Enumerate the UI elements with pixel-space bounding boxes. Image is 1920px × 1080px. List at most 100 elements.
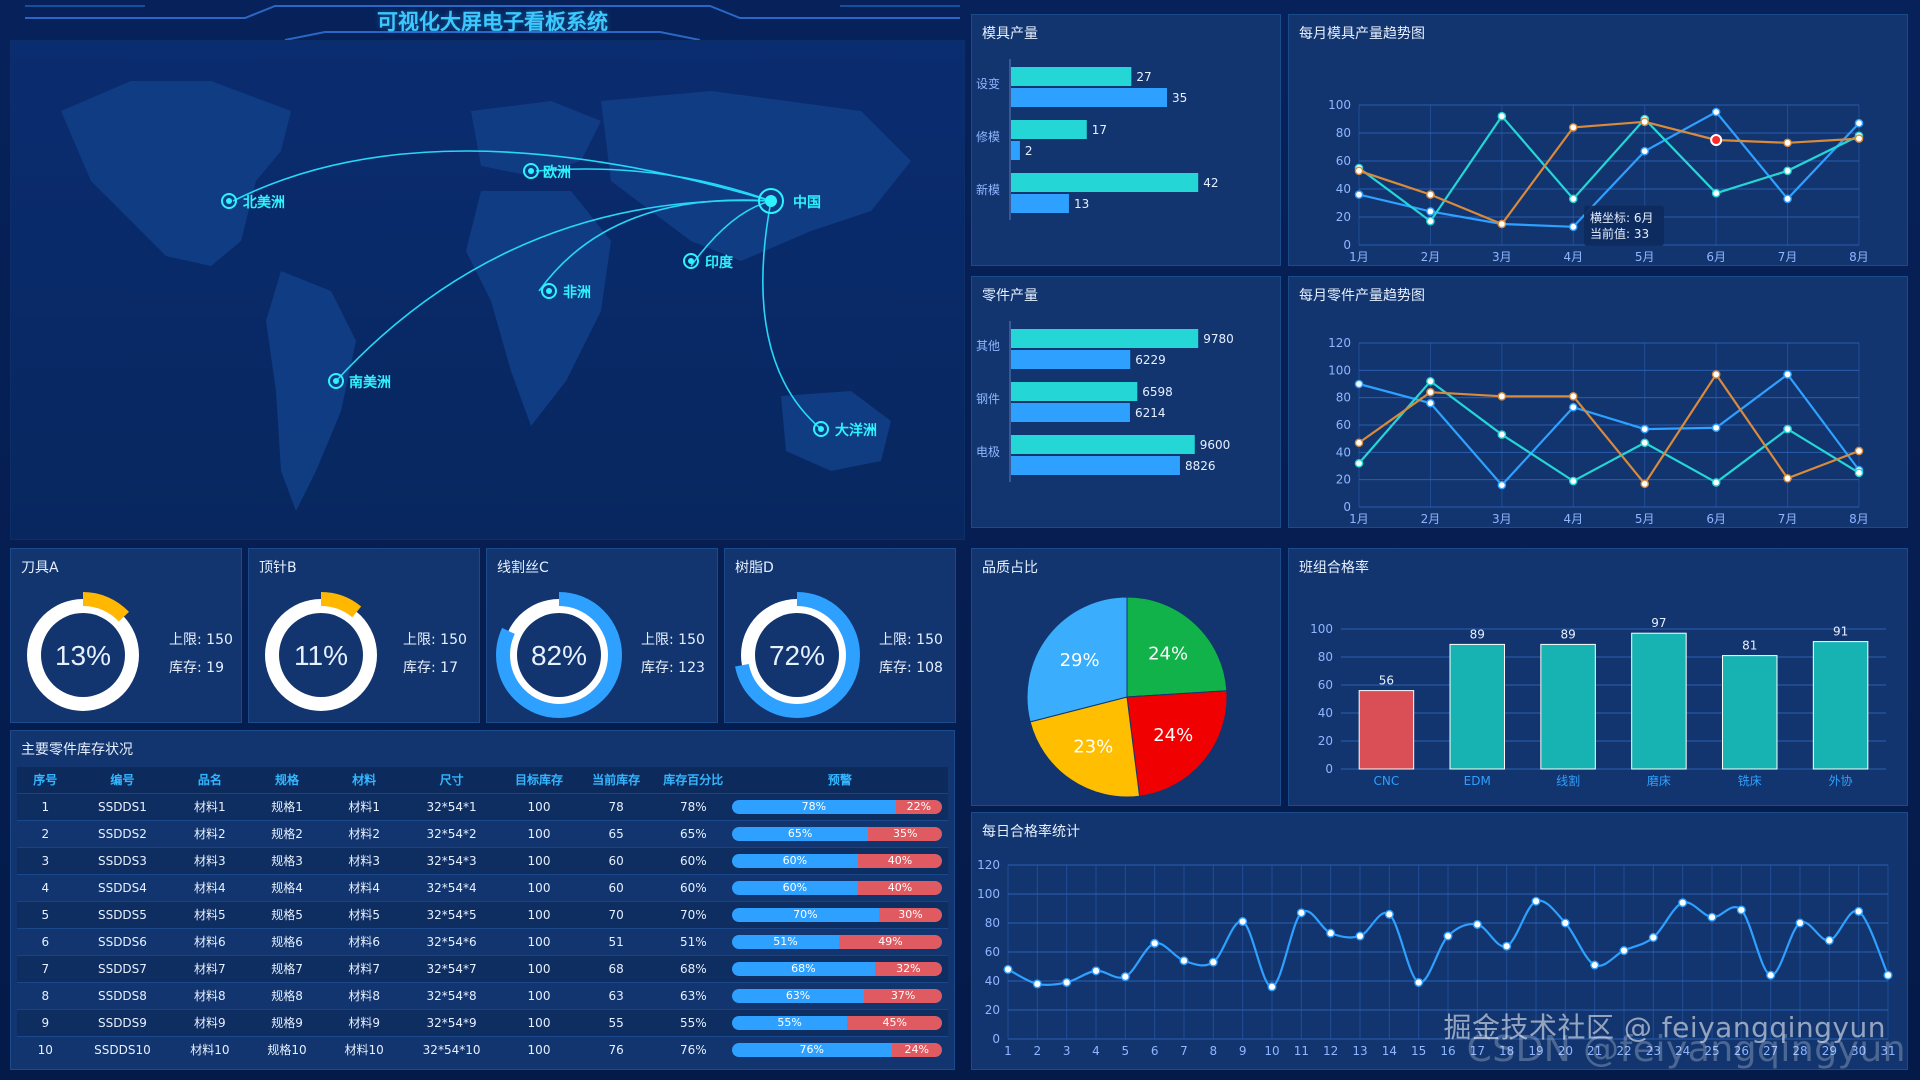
series-point[interactable] xyxy=(1854,134,1864,143)
series-point[interactable] xyxy=(1414,977,1424,987)
bar[interactable] xyxy=(1011,67,1132,86)
series-point[interactable] xyxy=(1783,194,1792,204)
series-point[interactable] xyxy=(1062,977,1072,987)
bar[interactable] xyxy=(1722,655,1778,770)
series-point[interactable] xyxy=(1711,370,1721,379)
series-point[interactable] xyxy=(1120,972,1130,982)
series-point[interactable] xyxy=(1426,376,1435,386)
series-point[interactable] xyxy=(1736,905,1746,915)
series-point[interactable] xyxy=(1354,166,1364,176)
marker-north-america[interactable] xyxy=(221,193,237,209)
series-point[interactable] xyxy=(1711,107,1721,117)
marker-india[interactable] xyxy=(683,253,699,269)
series-point[interactable] xyxy=(1426,190,1435,199)
series-point[interactable] xyxy=(1497,219,1507,229)
series-point[interactable] xyxy=(1854,118,1864,128)
pie-slice[interactable] xyxy=(1026,596,1128,723)
bar[interactable] xyxy=(1011,456,1180,475)
series-point[interactable] xyxy=(1795,918,1805,928)
series-point[interactable] xyxy=(1354,438,1364,448)
series-point[interactable] xyxy=(1032,979,1042,989)
bar[interactable] xyxy=(1011,120,1087,139)
series-point[interactable] xyxy=(1640,438,1650,448)
series-point[interactable] xyxy=(1640,424,1650,434)
series-point[interactable] xyxy=(1355,931,1365,941)
series-point[interactable] xyxy=(1619,946,1629,956)
highlight-point[interactable] xyxy=(1710,134,1723,146)
series-point[interactable] xyxy=(1707,912,1717,922)
bar[interactable] xyxy=(1812,641,1869,770)
bar[interactable] xyxy=(1449,643,1505,770)
bar[interactable] xyxy=(1011,194,1069,213)
series-point[interactable] xyxy=(1238,917,1248,927)
series-point[interactable] xyxy=(1472,919,1482,929)
bar[interactable] xyxy=(1011,350,1131,369)
series-point[interactable] xyxy=(1640,117,1650,127)
series-point[interactable] xyxy=(1354,190,1364,199)
series-point[interactable] xyxy=(1296,908,1306,918)
series-point[interactable] xyxy=(1568,392,1578,401)
series-point[interactable] xyxy=(1179,956,1189,966)
series-point[interactable] xyxy=(1590,960,1600,970)
series-point[interactable] xyxy=(1384,909,1394,919)
series-point[interactable] xyxy=(1568,402,1578,412)
bar[interactable] xyxy=(1011,88,1167,107)
bar[interactable] xyxy=(1358,690,1415,770)
series-point[interactable] xyxy=(1497,392,1507,401)
series-point[interactable] xyxy=(1426,387,1435,397)
series-point[interactable] xyxy=(1824,935,1834,945)
marker-china[interactable] xyxy=(758,188,784,214)
series-point[interactable] xyxy=(1560,918,1570,928)
series-point[interactable] xyxy=(1208,957,1218,967)
series-point[interactable] xyxy=(1711,478,1721,487)
series-point[interactable] xyxy=(1497,480,1507,490)
series-point[interactable] xyxy=(1854,446,1864,456)
series-point[interactable] xyxy=(1267,982,1277,992)
series-point[interactable] xyxy=(1354,379,1364,389)
series-point[interactable] xyxy=(1003,964,1013,974)
bar[interactable] xyxy=(1011,403,1130,422)
series-point[interactable] xyxy=(1531,896,1541,906)
series-point[interactable] xyxy=(1854,906,1864,916)
bar[interactable] xyxy=(1011,435,1195,454)
series-point[interactable] xyxy=(1766,970,1776,980)
series-point[interactable] xyxy=(1426,207,1435,216)
bar[interactable] xyxy=(1011,141,1020,160)
bar[interactable] xyxy=(1011,173,1199,192)
marker-oceania[interactable] xyxy=(813,421,829,437)
series-point[interactable] xyxy=(1678,898,1688,908)
series-point[interactable] xyxy=(1568,123,1578,132)
series-point[interactable] xyxy=(1443,931,1453,941)
series-point[interactable] xyxy=(1783,138,1792,148)
series-point[interactable] xyxy=(1783,424,1792,434)
series-point[interactable] xyxy=(1326,928,1336,938)
series-point[interactable] xyxy=(1091,966,1101,976)
series-point[interactable] xyxy=(1648,932,1658,942)
series-point[interactable] xyxy=(1783,370,1792,379)
bar[interactable] xyxy=(1631,632,1687,770)
series-point[interactable] xyxy=(1783,473,1792,483)
series-point[interactable] xyxy=(1568,222,1578,232)
pie-slice[interactable] xyxy=(1126,690,1228,797)
series-point[interactable] xyxy=(1497,430,1507,439)
series-point[interactable] xyxy=(1883,970,1893,980)
marker-south-america[interactable] xyxy=(328,373,344,389)
bar[interactable] xyxy=(1011,329,1199,348)
pie-slice[interactable] xyxy=(1126,596,1228,698)
series-point[interactable] xyxy=(1711,423,1721,433)
series-point[interactable] xyxy=(1426,398,1435,408)
bar[interactable] xyxy=(1011,382,1138,401)
series-point[interactable] xyxy=(1640,479,1650,489)
series-point[interactable] xyxy=(1568,194,1578,204)
marker-africa[interactable] xyxy=(541,283,557,299)
series-point[interactable] xyxy=(1502,941,1512,951)
series-point[interactable] xyxy=(1711,188,1721,198)
series-point[interactable] xyxy=(1354,458,1364,468)
series-point[interactable] xyxy=(1783,166,1792,176)
series-point[interactable] xyxy=(1150,938,1160,948)
marker-europe[interactable] xyxy=(523,163,539,179)
series-point[interactable] xyxy=(1497,111,1507,121)
series-point[interactable] xyxy=(1854,468,1864,478)
series-point[interactable] xyxy=(1426,216,1435,226)
pie-slice[interactable] xyxy=(1029,696,1141,798)
